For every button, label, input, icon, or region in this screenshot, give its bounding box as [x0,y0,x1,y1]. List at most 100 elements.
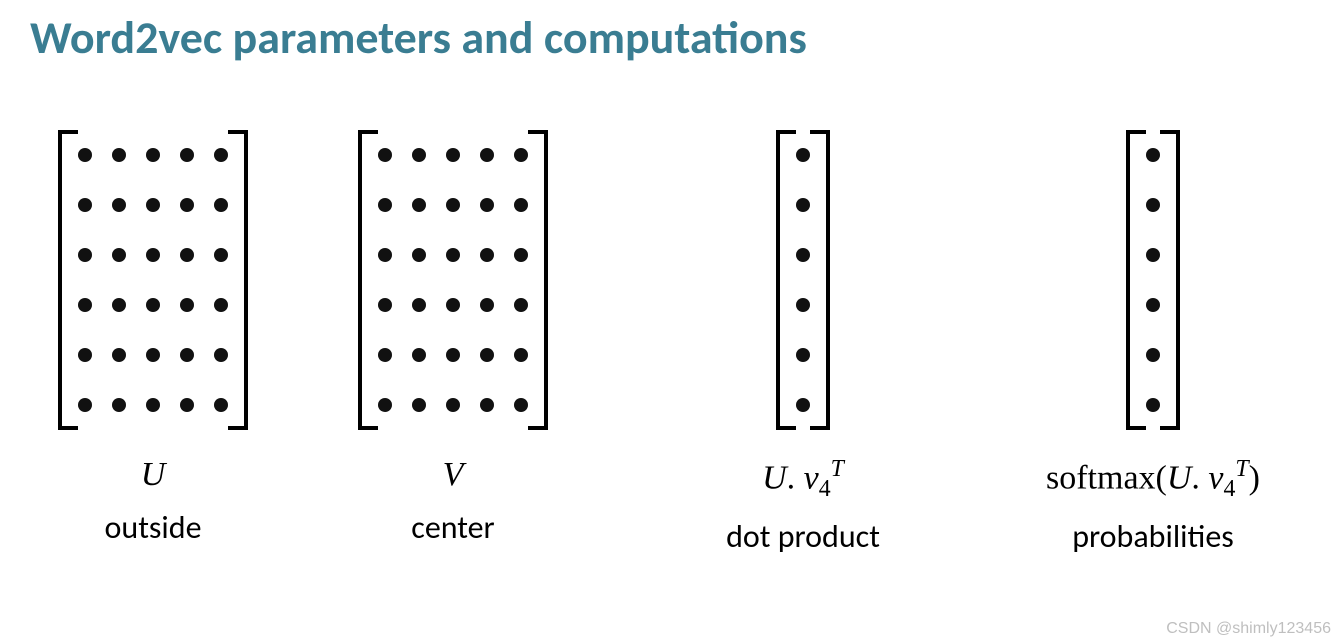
panel-U: Uoutside [18,130,288,547]
matrix-dot [446,248,460,262]
desc-label-U: outside [105,508,202,547]
matrix-dot [796,198,810,212]
math-label-V: V [443,456,464,494]
bracket-right [532,130,548,430]
matrix-dot [78,198,92,212]
matrix-dot [180,198,194,212]
matrix-dot [180,348,194,362]
matrix-dot [112,148,126,162]
matrix-dot [112,248,126,262]
matrix-dot [214,298,228,312]
matrix-dot [214,198,228,212]
bracket-left [1126,130,1142,430]
bracket-left [358,130,374,430]
matrix-dot [412,298,426,312]
matrix-dot [214,398,228,412]
matrix-dot [378,398,392,412]
matrix-softmax [1130,130,1176,430]
matrix-V [362,130,544,430]
matrix-dot [214,248,228,262]
matrix-dot [796,348,810,362]
matrix-dot [378,148,392,162]
matrix-dot [446,298,460,312]
bracket-left [776,130,792,430]
math-label-U: U [141,456,166,494]
panel-softmax: softmax(U. v4T) probabilities [988,130,1318,556]
matrix-dot [796,248,810,262]
matrix-dot [480,348,494,362]
matrix-dot [112,348,126,362]
matrix-dot [146,348,160,362]
desc-label-Uv4: dot product [726,517,880,556]
matrix-dot [78,148,92,162]
matrix-dot [446,148,460,162]
matrix-Uv4 [780,130,826,430]
matrix-dot [480,248,494,262]
bracket-right [814,130,830,430]
panels-row: UoutsideVcenterU. v4Tdot productsoftmax(… [0,130,1335,556]
matrix-dot [146,298,160,312]
matrix-dot [1146,398,1160,412]
matrix-dot [378,298,392,312]
matrix-dot [112,398,126,412]
matrix-dot [1146,248,1160,262]
matrix-dot [514,248,528,262]
matrix-dot [146,398,160,412]
matrix-dot [412,398,426,412]
math-label-softmax: softmax(U. v4T) [1046,456,1260,503]
dots-grid [362,138,544,422]
matrix-U [62,130,244,430]
desc-label-softmax: probabilities [1072,517,1234,556]
matrix-dot [412,148,426,162]
matrix-dot [514,198,528,212]
matrix-dot [412,198,426,212]
matrix-dot [78,298,92,312]
matrix-dot [180,298,194,312]
matrix-dot [146,248,160,262]
panel-Uv4: U. v4T dot product [618,130,988,556]
matrix-dot [514,348,528,362]
matrix-dot [514,398,528,412]
matrix-dot [1146,198,1160,212]
matrix-dot [514,148,528,162]
dots-grid [62,138,244,422]
matrix-dot [146,148,160,162]
panel-V: Vcenter [288,130,618,547]
matrix-dot [1146,348,1160,362]
matrix-dot [446,198,460,212]
matrix-dot [446,348,460,362]
matrix-dot [480,298,494,312]
matrix-dot [514,298,528,312]
matrix-dot [78,398,92,412]
matrix-dot [378,248,392,262]
matrix-dot [796,148,810,162]
desc-label-V: center [411,508,494,547]
bracket-right [232,130,248,430]
matrix-dot [480,198,494,212]
matrix-dot [1146,148,1160,162]
math-label-Uv4: U. v4T [762,456,844,503]
matrix-dot [1146,298,1160,312]
matrix-dot [78,348,92,362]
matrix-dot [796,398,810,412]
matrix-dot [112,198,126,212]
bracket-left [58,130,74,430]
matrix-dot [180,398,194,412]
matrix-dot [78,248,92,262]
bracket-right [1164,130,1180,430]
matrix-dot [180,148,194,162]
matrix-dot [412,248,426,262]
matrix-dot [378,198,392,212]
watermark: CSDN @shimly123456 [1166,620,1331,638]
matrix-dot [214,148,228,162]
slide-title: Word2vec parameters and computations [30,10,807,66]
matrix-dot [412,348,426,362]
matrix-dot [480,148,494,162]
matrix-dot [214,348,228,362]
matrix-dot [796,298,810,312]
matrix-dot [146,198,160,212]
matrix-dot [112,298,126,312]
matrix-dot [446,398,460,412]
matrix-dot [480,398,494,412]
matrix-dot [378,348,392,362]
